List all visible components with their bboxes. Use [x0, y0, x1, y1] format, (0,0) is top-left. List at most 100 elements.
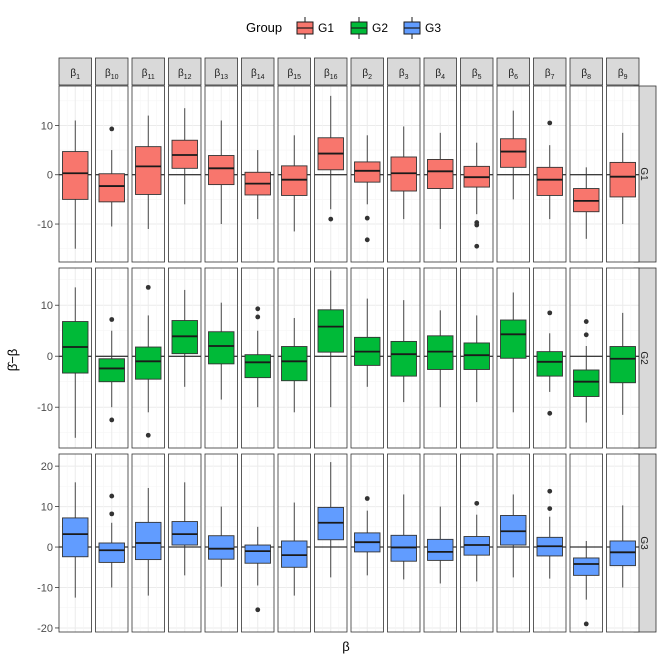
legend-item-g1: G1: [296, 17, 334, 39]
column-strip-label-b9: β9: [618, 68, 628, 81]
panel-g3-b5: [460, 453, 494, 633]
box-g3: [98, 542, 125, 563]
panel-g3-b14: [241, 453, 275, 633]
column-strip-label-b6: β6: [508, 68, 518, 81]
panel-border: [350, 267, 384, 449]
column-strip-label-b15: β15: [287, 68, 301, 81]
panel-border: [95, 453, 129, 633]
box-g2: [208, 331, 235, 365]
panel-g2-b12: [168, 267, 202, 449]
outlier-point: [255, 607, 261, 613]
box-g1: [427, 159, 454, 189]
panel-border: [241, 453, 275, 633]
panel-g3-b3: [387, 453, 421, 633]
outlier-point: [547, 488, 553, 494]
panel-g1-b10: [95, 85, 129, 263]
panel-g3-b6: [496, 453, 530, 633]
column-strip-label-b14: β14: [251, 68, 265, 81]
legend: Group G1 G2 G3: [246, 17, 441, 39]
box-g1: [62, 151, 89, 200]
box-g3: [573, 557, 600, 576]
box-g2: [500, 319, 527, 359]
outlier-point: [145, 432, 151, 438]
panel-g3-b10: [95, 453, 129, 633]
panel-g3-b13: [204, 453, 238, 633]
column-strip-b8: [569, 57, 603, 86]
box-g2: [536, 351, 563, 377]
panel-g2-b15: [277, 267, 311, 449]
panel-border: [423, 85, 457, 263]
panel-border: [131, 267, 165, 449]
y-tick-label: -10: [37, 219, 53, 231]
panel-g2-b8: [569, 267, 603, 449]
panel-border: [314, 85, 348, 263]
panel-border: [58, 85, 92, 263]
facet-grid: β1 β10 β11 β12 β13 β14 β15 β16 β2 β3 β4 β5 β6 β7 β8 β9 G…: [37, 57, 657, 635]
panel-g3-b9: [606, 453, 640, 633]
outlier-point: [583, 621, 589, 627]
panel-g2-b13: [204, 267, 238, 449]
outlier-point: [109, 126, 115, 132]
panel-border: [606, 85, 640, 263]
facet-row-g3: G3 -20 -10 0 10 20: [37, 453, 657, 635]
column-strip-b10: [95, 57, 129, 86]
y-tick-label: -10: [37, 583, 53, 595]
column-strip-b16: [314, 57, 348, 86]
y-tick-label: 10: [41, 502, 53, 514]
panel-border: [606, 453, 640, 633]
panel-border: [131, 453, 165, 633]
panel-border: [460, 453, 494, 633]
column-strip-label-b7: β7: [545, 68, 555, 81]
outlier-point: [474, 500, 480, 506]
outlier-point: [109, 493, 115, 499]
panel-border: [387, 267, 421, 449]
panel-g3-b1: [58, 453, 92, 633]
column-strip-b3: [387, 57, 421, 86]
panel-g2-b16: [314, 267, 348, 449]
box-g1: [98, 173, 125, 203]
column-strip-label-b13: β13: [214, 68, 228, 81]
box-g3: [135, 521, 162, 561]
panel-border: [423, 453, 457, 633]
column-strip-label-b16: β16: [324, 68, 338, 81]
box-g2: [390, 340, 417, 377]
panel-border: [423, 267, 457, 449]
outlier-point: [474, 222, 480, 228]
outlier-point: [583, 332, 589, 338]
panel-g2-b6: [496, 267, 530, 449]
panel-g1-b13: [204, 85, 238, 263]
panel-border: [58, 453, 92, 633]
column-strip-label-b11: β11: [142, 68, 155, 81]
column-strip-b6: [496, 57, 530, 86]
column-strip-b12: [168, 57, 202, 86]
panel-g3-b8: [569, 453, 603, 633]
box-g3: [427, 538, 454, 561]
box-g1: [208, 155, 235, 186]
panel-g1-b8: [569, 85, 603, 263]
panel-g3-b16: [314, 453, 348, 633]
panel-border: [95, 85, 129, 263]
panel-border: [204, 267, 238, 449]
panel-g1-b11: [131, 85, 165, 263]
outlier-point: [255, 314, 261, 320]
panel-border: [314, 453, 348, 633]
panel-g3-b15: [277, 453, 311, 633]
box-g2: [244, 354, 271, 379]
panel-border: [350, 453, 384, 633]
panel-g3-b11: [131, 453, 165, 633]
panel-g2-b2: [350, 267, 384, 449]
panel-g2-b4: [423, 267, 457, 449]
y-tick-label: 0: [47, 351, 53, 363]
row-strip-label-g3: G3: [638, 536, 649, 550]
panel-border: [533, 267, 567, 449]
panel-g2-b9: [606, 267, 640, 449]
panel-border: [569, 453, 603, 633]
panel-border: [606, 267, 640, 449]
column-strip-label-b8: β8: [581, 68, 591, 81]
outlier-point: [109, 511, 115, 517]
column-strip-label-b3: β3: [399, 68, 409, 81]
panel-g1-b16: [314, 85, 348, 263]
panel-border: [496, 267, 530, 449]
column-strip-b5: [460, 57, 494, 86]
column-strip-b2: [350, 57, 384, 86]
